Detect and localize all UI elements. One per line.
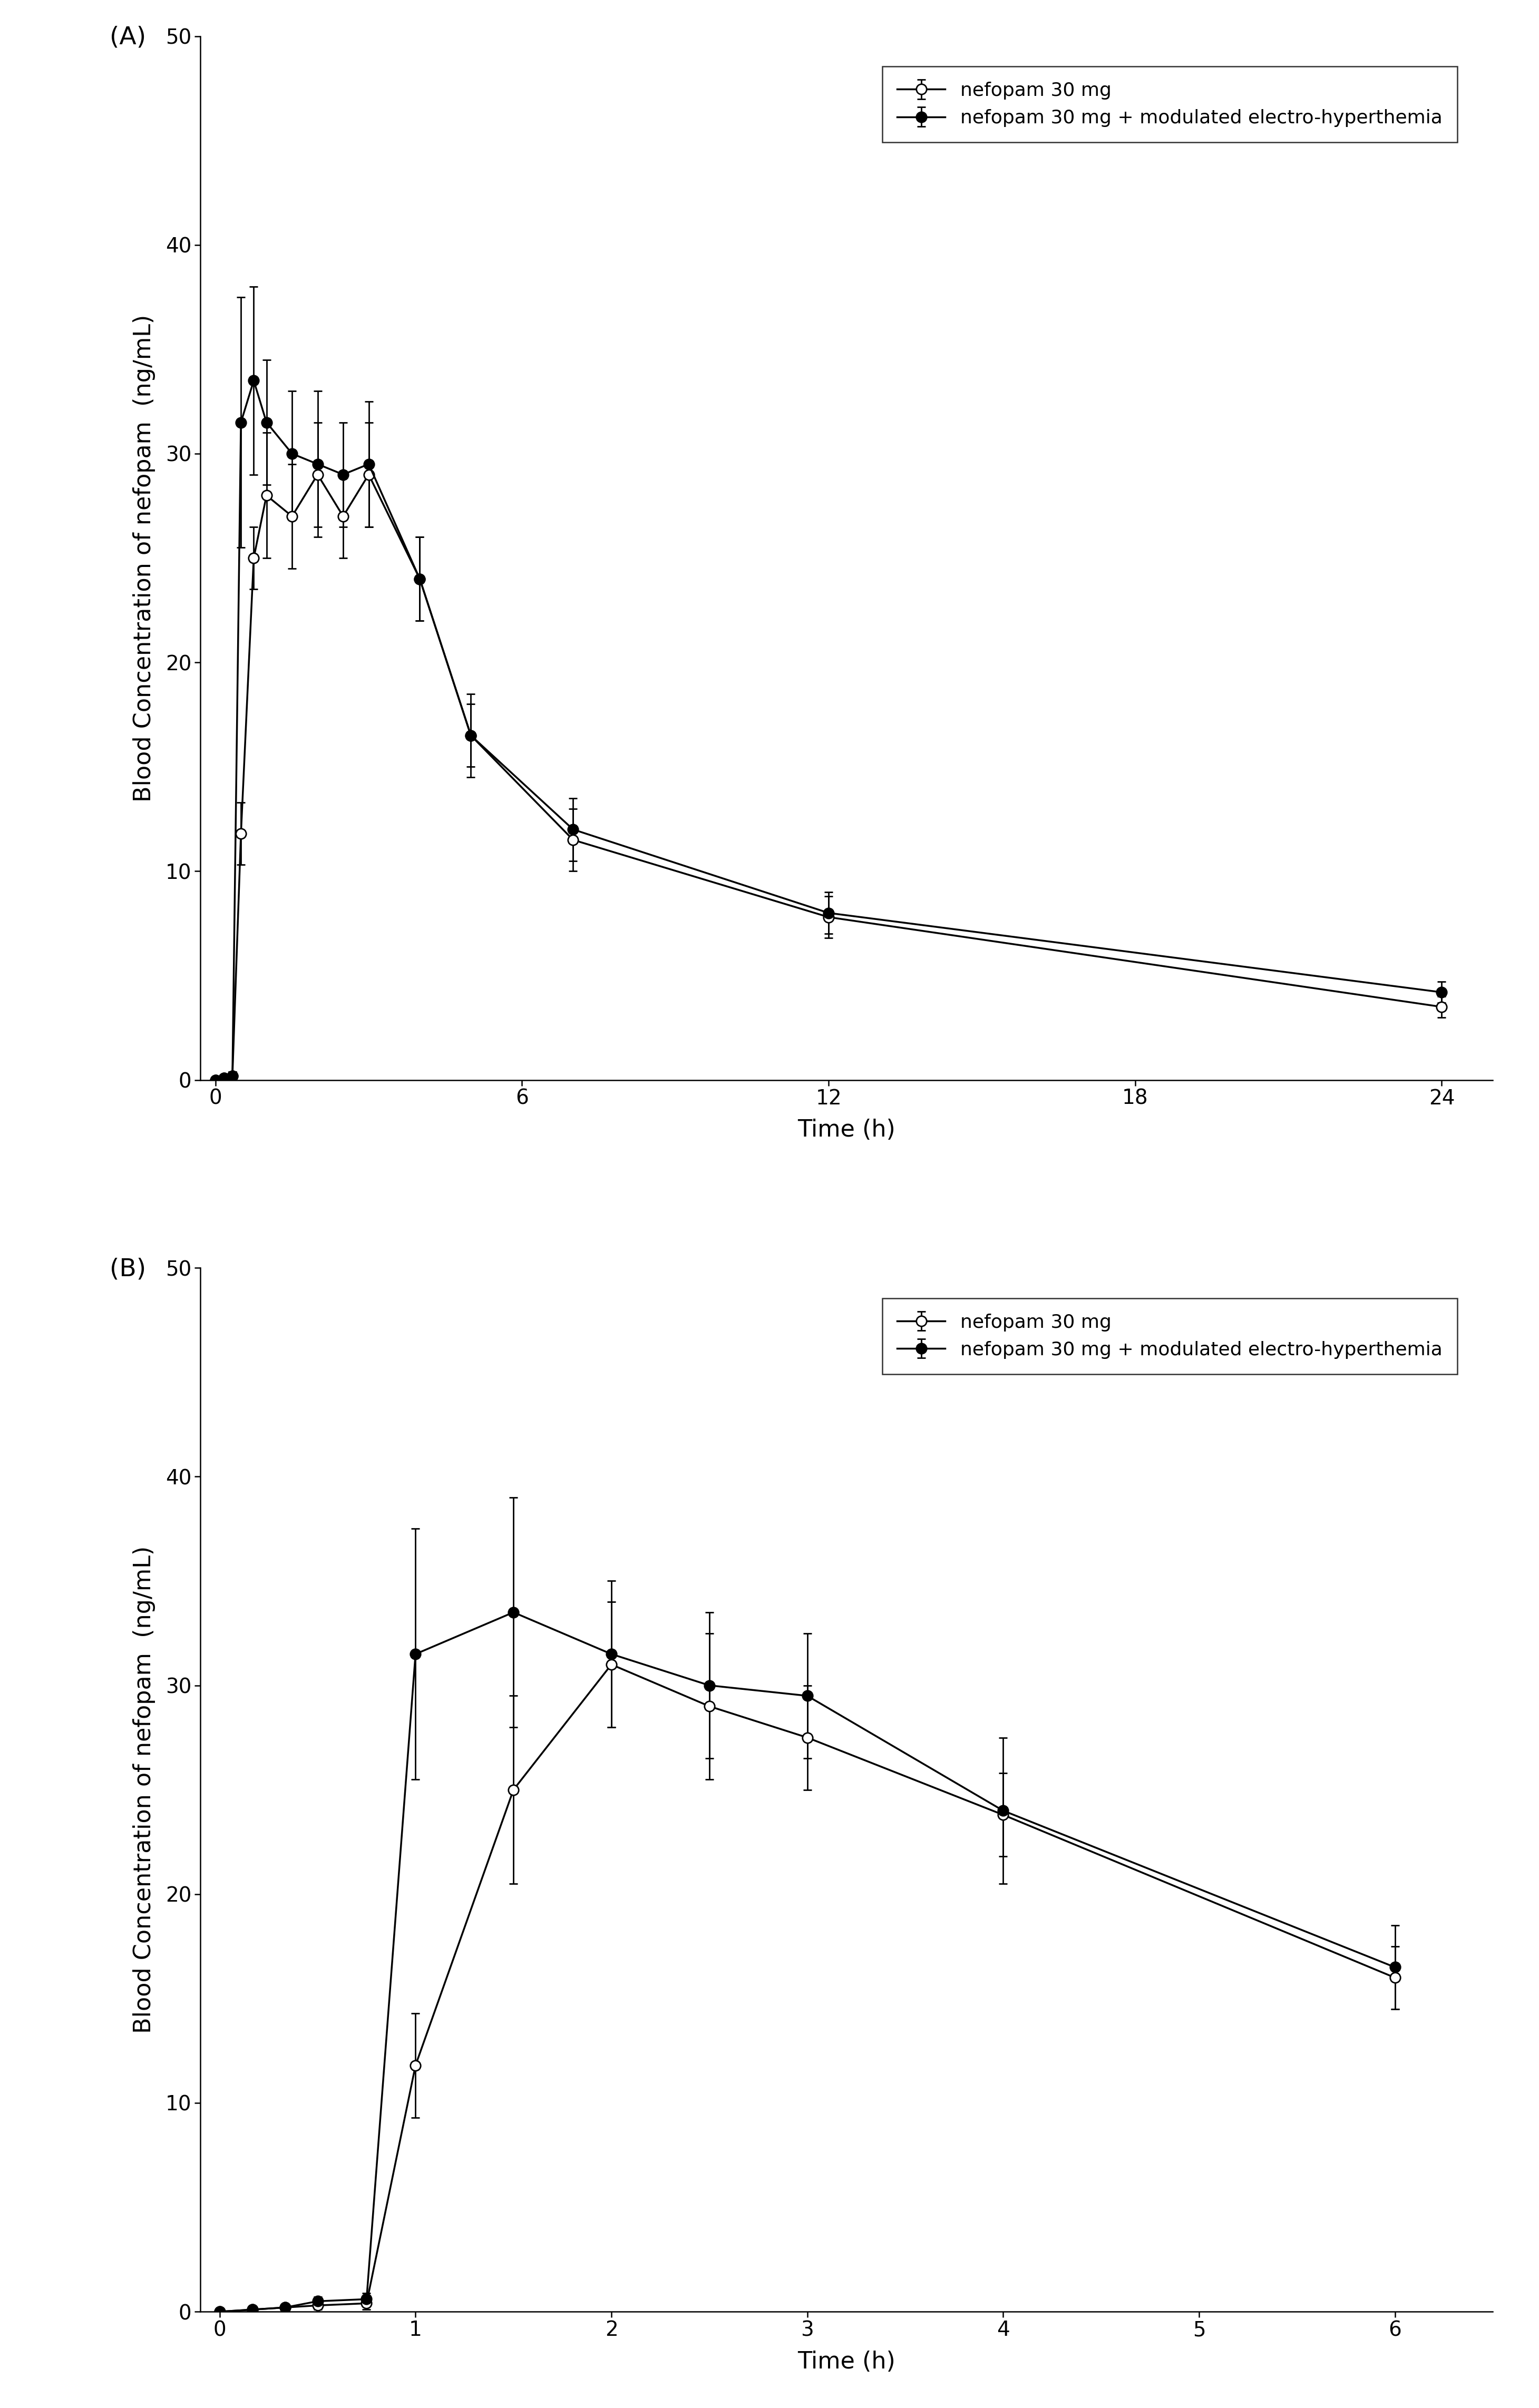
Text: (A): (A) xyxy=(109,26,146,51)
Y-axis label: Blood Concentration of nefopam  (ng/mL): Blood Concentration of nefopam (ng/mL) xyxy=(132,1546,155,2032)
Text: (B): (B) xyxy=(109,1257,146,1281)
X-axis label: Time (h): Time (h) xyxy=(797,2350,896,2372)
Legend: nefopam 30 mg, nefopam 30 mg + modulated electro-hyperthemia: nefopam 30 mg, nefopam 30 mg + modulated… xyxy=(882,1298,1457,1375)
Y-axis label: Blood Concentration of nefopam  (ng/mL): Blood Concentration of nefopam (ng/mL) xyxy=(132,315,155,802)
Legend: nefopam 30 mg, nefopam 30 mg + modulated electro-hyperthemia: nefopam 30 mg, nefopam 30 mg + modulated… xyxy=(882,67,1457,142)
X-axis label: Time (h): Time (h) xyxy=(797,1120,896,1141)
